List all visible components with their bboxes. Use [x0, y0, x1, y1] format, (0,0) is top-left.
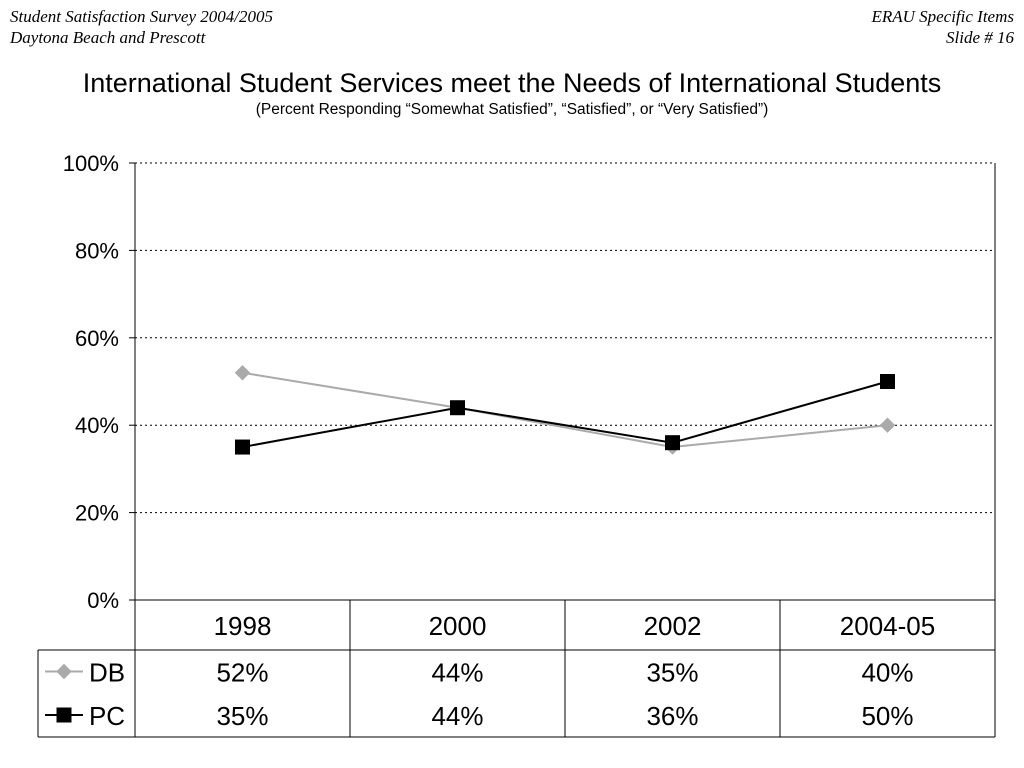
y-tick-label: 100%	[63, 151, 119, 176]
x-category-label: 2000	[429, 611, 487, 641]
x-category-label: 1998	[214, 611, 272, 641]
data-point-db	[879, 417, 896, 433]
series-line-db	[242, 371, 888, 449]
table-value-db: 52%	[216, 658, 268, 688]
campus-names: Daytona Beach and Prescott	[10, 28, 206, 47]
legend-key-marker-pc	[56, 707, 72, 723]
chart-subtitle: (Percent Responding “Somewhat Satisfied”…	[255, 101, 769, 118]
series-line-pc	[242, 380, 888, 449]
table-value-db: 44%	[431, 658, 483, 688]
legend-label-db: DB	[89, 658, 125, 688]
y-tick-label: 20%	[75, 501, 119, 526]
y-tick-label: 60%	[75, 326, 119, 351]
chart-title: International Student Services meet the …	[82, 68, 942, 98]
table-value-pc: 35%	[216, 701, 268, 731]
data-point-pc	[235, 439, 250, 455]
data-point-pc	[450, 400, 465, 416]
y-tick-label: 80%	[75, 238, 119, 263]
table-value-pc: 36%	[646, 701, 698, 731]
header-right: ERAU Specific Items Slide # 16	[871, 6, 1014, 48]
data-point-db	[234, 365, 251, 381]
data-point-pc	[880, 374, 895, 389]
legend-key-marker-db	[56, 663, 72, 680]
data-point-pc	[665, 435, 680, 451]
section-label: ERAU Specific Items	[871, 7, 1014, 26]
slide-number: Slide # 16	[946, 28, 1014, 47]
header-left: Student Satisfaction Survey 2004/2005 Da…	[10, 6, 273, 48]
y-tick-label: 40%	[75, 413, 119, 438]
y-tick-label: 0%	[87, 588, 119, 613]
table-value-pc: 50%	[861, 701, 913, 731]
x-category-label: 2004-05	[840, 611, 935, 641]
x-category-label: 2002	[644, 611, 702, 641]
survey-title: Student Satisfaction Survey 2004/2005	[10, 7, 273, 26]
legend-label-pc: PC	[89, 701, 125, 731]
table-value-db: 35%	[646, 658, 698, 688]
table-value-pc: 44%	[431, 701, 483, 731]
table-value-db: 40%	[861, 658, 913, 688]
